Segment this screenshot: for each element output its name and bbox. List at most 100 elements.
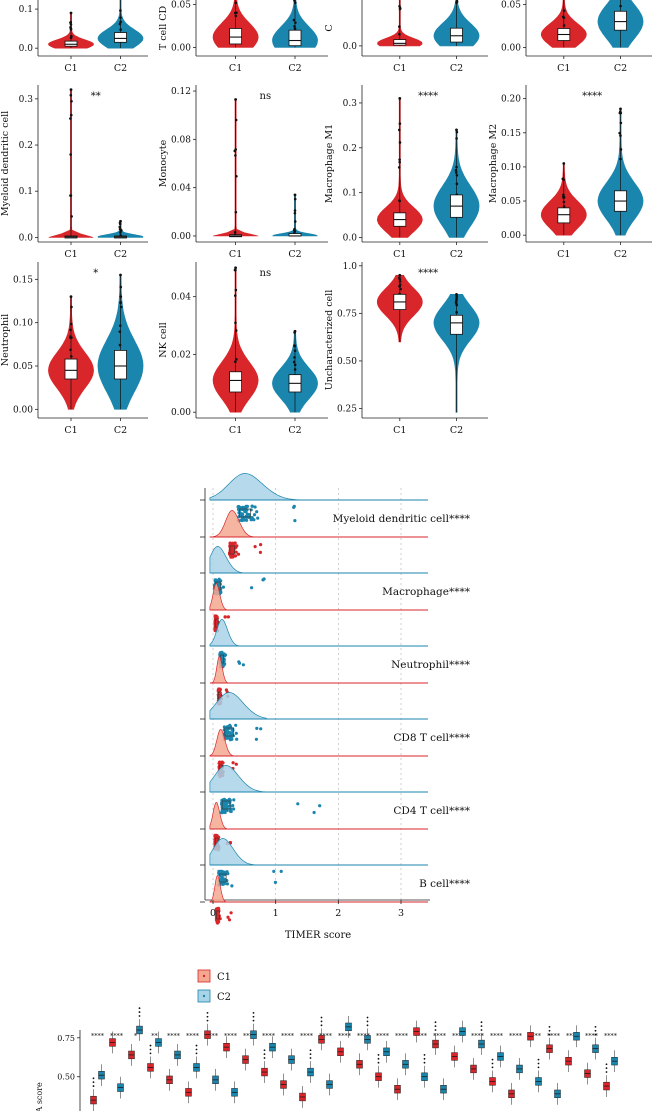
y-tick-label: 0.0 — [343, 234, 358, 244]
y-tick-label: 0.15 — [13, 275, 33, 285]
outlier-point — [195, 1048, 198, 1051]
outlier-point — [605, 1063, 608, 1066]
outlier-point — [293, 368, 297, 371]
box — [393, 39, 407, 46]
rain-point — [312, 810, 316, 815]
outlier-point — [605, 1071, 608, 1073]
x-tick-label: C1 — [229, 425, 242, 436]
category-label: Macrophage**** — [382, 586, 471, 598]
outlier-point — [69, 36, 73, 40]
outlier-point — [423, 1061, 426, 1064]
outlier-point — [619, 121, 623, 125]
y-axis-label: T cell CD — [158, 5, 169, 50]
x-tick-label: C2 — [450, 63, 463, 74]
x-tick-label: C2 — [614, 63, 627, 74]
significance-label: ns — [260, 91, 272, 102]
y-tick-label: 0.12 — [171, 87, 191, 97]
outlier-point — [252, 1019, 255, 1022]
x-tick-label: 0 — [210, 908, 216, 919]
rain-point — [218, 761, 222, 765]
outlier-point — [619, 134, 622, 137]
y-tick-label: 0.0 — [19, 233, 34, 243]
outlier-point — [398, 199, 401, 203]
violin-panel-7: 0.0 0.1 0.2 0.3 C1 C2 Macrophage M1 **** — [324, 85, 488, 260]
significance-label: **** — [376, 1032, 390, 1040]
x-tick-label: C1 — [557, 63, 570, 74]
outlier-point — [206, 1019, 209, 1022]
violin-panel-1: 0.0 0.1 C1 C2 — [19, 0, 148, 74]
rain-point — [232, 807, 236, 811]
outlier-point — [92, 1077, 95, 1080]
y-tick-label: 0.00 — [501, 231, 521, 241]
y-tick-label: 0.00 — [501, 43, 521, 53]
rain-point — [227, 918, 232, 922]
outlier-point — [562, 205, 566, 208]
outlier-point — [454, 300, 458, 304]
outlier-point — [70, 99, 73, 103]
violin-panel-4: 0.00 0.05 C1 C2 — [501, 0, 652, 74]
outlier-point — [309, 1053, 312, 1056]
x-tick-label: 1 — [273, 908, 279, 919]
outlier-point — [293, 25, 296, 28]
rain-point — [217, 693, 221, 698]
outlier-point — [480, 1029, 483, 1031]
significance-label: ns — [260, 268, 272, 279]
outlier-point — [293, 209, 297, 212]
outlier-point — [234, 148, 237, 151]
significance-label: **** — [262, 1032, 276, 1040]
outlier-point — [293, 349, 297, 352]
y-tick-label: 0.0 — [343, 42, 358, 52]
box — [219, 873, 227, 883]
rain-point — [293, 519, 297, 523]
outlier-point — [119, 295, 123, 298]
rain-point — [259, 543, 263, 547]
y-axis-label: SEA score — [35, 1082, 44, 1111]
outlier-point — [455, 165, 458, 169]
outlier-point — [618, 131, 621, 135]
rain-point — [223, 870, 228, 874]
outlier-point — [119, 305, 123, 309]
violin-panel-6: 0.00 0.04 0.08 0.12 C1 C2 Monocyte ns — [158, 85, 328, 260]
outlier-point — [92, 1085, 95, 1087]
rain-point — [234, 731, 238, 735]
legend: C1 C2 — [197, 969, 231, 1003]
y-tick-label: 0.00 — [171, 408, 191, 418]
outlier-point — [293, 27, 297, 31]
significance-label: * — [134, 1032, 138, 1040]
outlier-point — [548, 1029, 551, 1032]
y-axis-label: Macrophage M1 — [324, 124, 335, 203]
significance-label: **** — [418, 268, 438, 279]
y-tick-label: 0.1 — [19, 187, 33, 197]
y-tick-label: 0.00 — [171, 43, 191, 53]
outlier-point — [138, 1011, 141, 1013]
outlier-point — [562, 24, 566, 27]
rain-point — [216, 906, 221, 910]
outlier-point — [605, 1067, 608, 1070]
outlier-point — [234, 268, 237, 272]
rain-point — [229, 911, 233, 915]
outlier-point — [594, 1025, 597, 1028]
rain-point — [273, 880, 277, 885]
rain-point — [254, 737, 258, 741]
outlier-point — [562, 16, 566, 20]
outlier-point — [423, 1054, 426, 1056]
outlier-point — [548, 1033, 551, 1036]
outlier-point — [234, 118, 238, 122]
outlier-point — [480, 1025, 483, 1028]
significance-label: **** — [471, 1032, 485, 1040]
x-tick-label: 3 — [398, 908, 404, 919]
outlier-point — [480, 1021, 483, 1024]
rain-point — [228, 725, 233, 729]
outlier-point — [263, 1053, 266, 1056]
rain-point — [259, 727, 263, 731]
rain-point — [226, 736, 230, 740]
outlier-point — [397, 128, 401, 132]
rain-point — [221, 870, 225, 874]
rain-point — [223, 615, 227, 619]
outlier-point — [118, 324, 122, 327]
outlier-point — [119, 16, 122, 19]
significance-label: **** — [186, 1032, 200, 1040]
outlier-point — [293, 344, 297, 348]
